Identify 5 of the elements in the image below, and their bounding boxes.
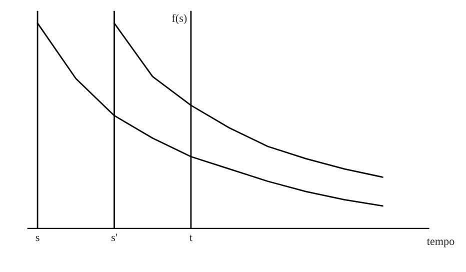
x-tick-label: s' <box>112 234 117 242</box>
ref-line-label: f(s) <box>172 14 187 24</box>
x-tick-label: t <box>190 234 192 242</box>
x-axis-title: tempo <box>426 238 454 248</box>
x-tick-label: s <box>36 236 40 242</box>
